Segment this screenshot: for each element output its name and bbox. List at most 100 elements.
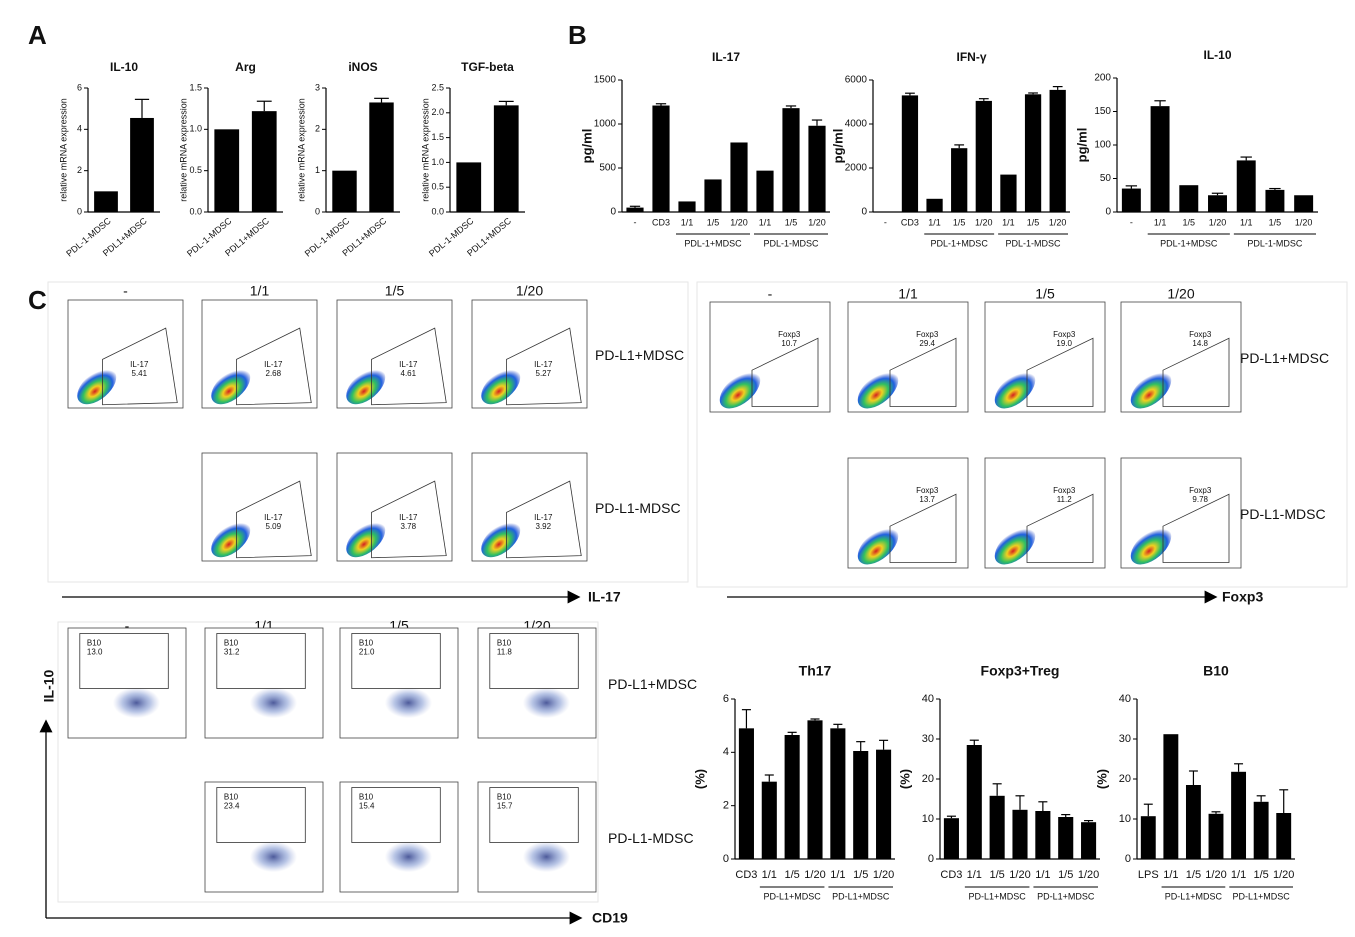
y-tick-label: 3 — [315, 82, 320, 92]
column-header: 1/1 — [898, 286, 918, 302]
x-tick-label: 1/1 — [762, 869, 777, 881]
y-tick-label: 1.5 — [189, 82, 202, 92]
x-tick-label: 1/5 — [953, 217, 966, 227]
gate — [216, 787, 306, 843]
bar — [761, 781, 777, 859]
y-tick-label: 2 — [77, 165, 82, 175]
gate-name: Foxp3 — [916, 486, 939, 495]
gate — [371, 327, 447, 406]
y-tick-label: 0 — [1105, 207, 1111, 218]
y-tick-label: 20 — [922, 773, 934, 785]
x-tick-label: 1/5 — [1186, 869, 1201, 881]
x-tick-label: - — [884, 217, 887, 227]
x-tick-label: CD3 — [940, 869, 962, 881]
x-tick-label: 1/5 — [1269, 217, 1282, 227]
gate — [889, 337, 957, 407]
y-tick-label: 2 — [723, 800, 729, 812]
gate-name: Foxp3 — [1189, 330, 1212, 339]
gate-name: Foxp3 — [1189, 486, 1212, 495]
bar — [1024, 94, 1042, 212]
bar — [214, 129, 240, 212]
y-axis-label: relative mRNA expression — [420, 98, 430, 202]
gate-name: IL-17 — [534, 513, 553, 522]
gate — [506, 327, 582, 406]
panel-letter: B — [568, 20, 587, 50]
bar — [1208, 813, 1224, 859]
chart-title: IL-10 — [1203, 48, 1231, 62]
chart-title: B10 — [1203, 663, 1229, 679]
gate-percent: 9.78 — [1192, 495, 1208, 504]
gate — [1026, 493, 1094, 563]
y-tick-label: 1000 — [594, 119, 617, 130]
gate-percent: 11.2 — [1057, 495, 1073, 504]
y-tick-label: 4 — [77, 124, 82, 134]
column-header: 1/1 — [250, 283, 270, 299]
x-tick-label: 1/1 — [1154, 217, 1167, 227]
y-tick-label: 0.0 — [189, 206, 202, 216]
x-tick-label: 1/5 — [1027, 217, 1040, 227]
bar — [704, 179, 722, 212]
gate-name: IL-17 — [399, 360, 418, 369]
gate — [102, 327, 178, 406]
group-label: PDL-1+MDSC — [1160, 238, 1218, 248]
y-tick-label: 6 — [77, 82, 82, 92]
gate-name: B10 — [87, 639, 102, 648]
gate-name: IL-17 — [399, 513, 418, 522]
y-tick-label: 1.0 — [431, 157, 444, 167]
y-tick-label: 0 — [610, 207, 616, 218]
column-header: - — [768, 286, 773, 302]
bar — [782, 108, 800, 212]
y-axis-label: pg/ml — [1074, 128, 1089, 163]
bar — [251, 111, 277, 212]
x-tick-label: 1/1 — [1231, 869, 1246, 881]
x-tick-label: 1/1 — [681, 217, 694, 227]
bar — [951, 148, 968, 212]
plot-frame — [339, 627, 459, 739]
row-label: PD-L1+MDSC — [595, 347, 684, 363]
chart-title: IFN-γ — [957, 50, 987, 64]
gate — [506, 480, 582, 559]
group-label: PD-L1+MDSC — [1233, 891, 1291, 901]
y-tick-label: 1.5 — [431, 132, 444, 142]
x-tick-label: 1/5 — [1058, 869, 1073, 881]
cell-density — [346, 368, 386, 405]
bar — [738, 728, 754, 859]
gate-percent: 31.2 — [224, 648, 240, 657]
y-tick-label: 2.0 — [431, 107, 444, 117]
cell-density — [481, 368, 521, 405]
group-label: PDL-1-MDSC — [763, 238, 819, 248]
group-label: PD-L1+MDSC — [764, 891, 822, 901]
gate-name: B10 — [359, 639, 374, 648]
bar — [1231, 771, 1247, 859]
group-label: PD-L1+MDSC — [1165, 891, 1223, 901]
y-axis-label: (%) — [692, 769, 707, 789]
y-tick-label: 150 — [1094, 106, 1111, 117]
y-axis-label: pg/ml — [830, 129, 845, 164]
bar — [1163, 734, 1179, 859]
cell-density — [211, 521, 251, 558]
gate-name: IL-17 — [264, 360, 283, 369]
y-axis-label: (%) — [1094, 769, 1109, 789]
gate-percent: 11.8 — [497, 648, 513, 657]
gate-percent: 29.4 — [919, 339, 935, 348]
bar — [1179, 185, 1199, 212]
x-tick-label: 1/1 — [967, 869, 982, 881]
plot-frame — [67, 627, 187, 739]
y-tick-label: 500 — [599, 163, 616, 174]
gate-percent: 5.27 — [536, 369, 552, 378]
y-tick-label: 50 — [1100, 173, 1112, 184]
gate-percent: 23.4 — [224, 802, 240, 811]
x-tick-label: 1/1 — [1163, 869, 1178, 881]
column-header: 1/20 — [1167, 286, 1194, 302]
x-tick-label: 1/20 — [873, 869, 894, 881]
y-tick-label: 0 — [315, 206, 320, 216]
group-label: PDL-1+MDSC — [684, 238, 742, 248]
bar — [853, 751, 869, 859]
x-tick-label: 1/1 — [759, 217, 772, 227]
bar — [1081, 822, 1097, 859]
y-tick-label: 4 — [723, 746, 729, 758]
gate-name: B10 — [359, 793, 374, 802]
bar — [1265, 189, 1285, 212]
gate-percent: 15.7 — [497, 802, 513, 811]
y-tick-label: 6000 — [845, 75, 868, 86]
